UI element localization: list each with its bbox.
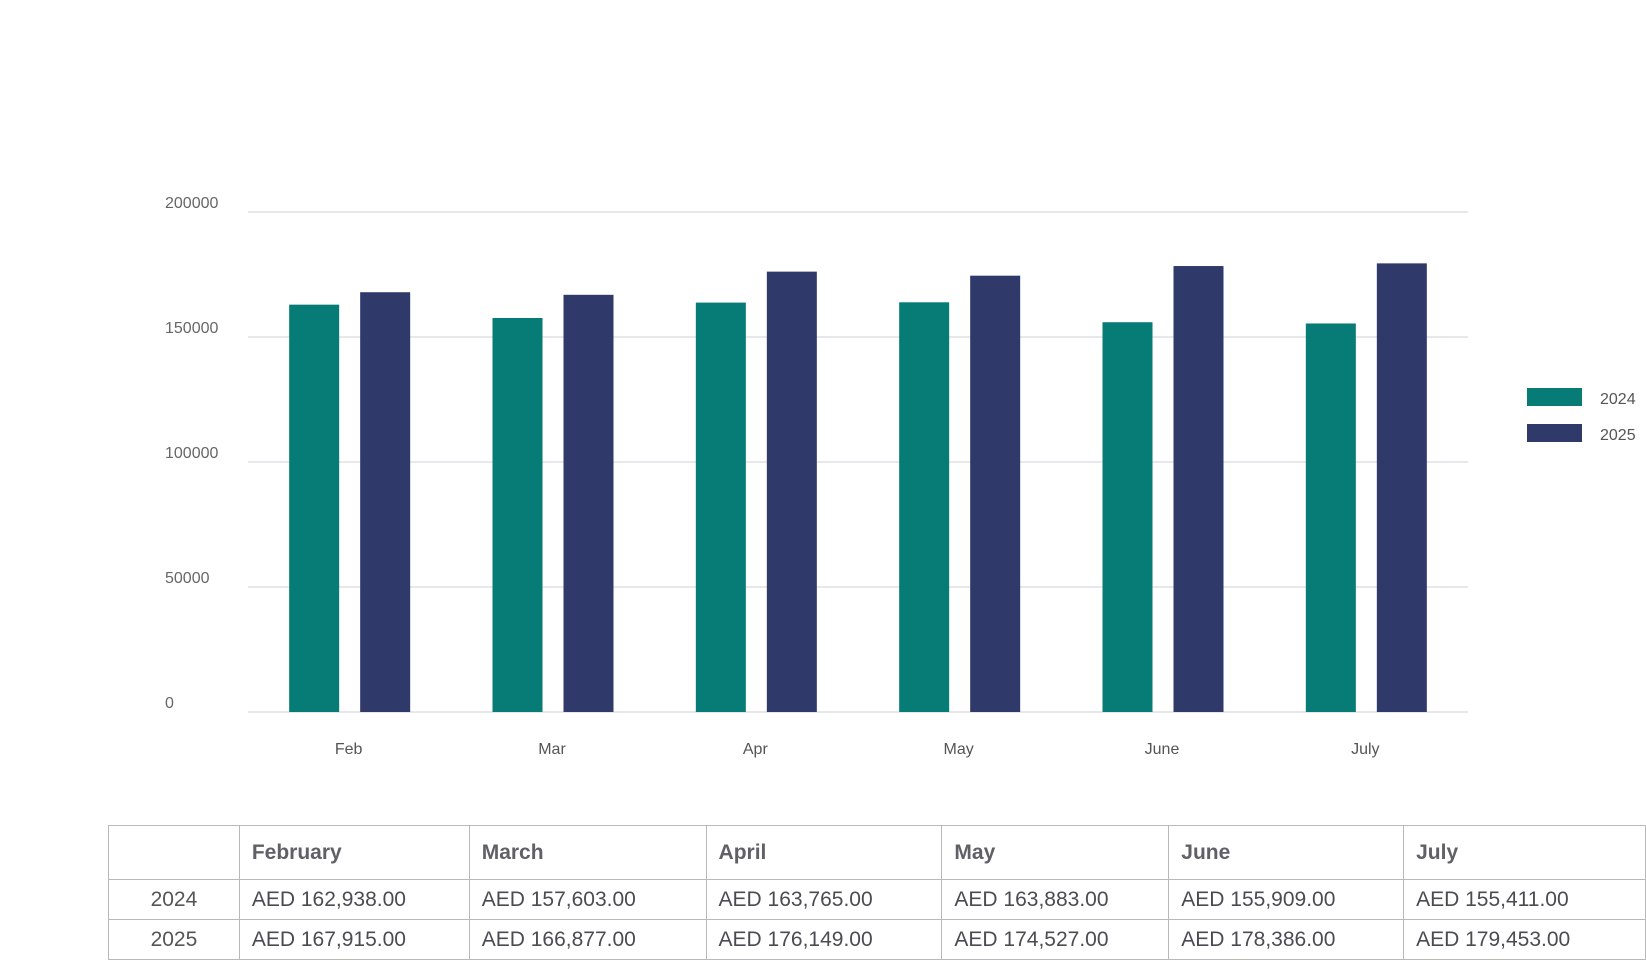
table-header-cell: [108, 825, 240, 880]
table-header-cell: May: [941, 825, 1170, 880]
bar-2025-July: [1376, 263, 1427, 712]
bar-2024-July: [1305, 323, 1356, 712]
table-header-cell: June: [1168, 825, 1405, 880]
bar-2024-Feb: [289, 304, 340, 712]
table-cell: AED 167,915.00: [238, 919, 470, 960]
bar-2025-May: [970, 275, 1021, 712]
table-header-cell: July: [1403, 825, 1646, 880]
data-table: February March April May June July 2024 …: [108, 825, 1646, 960]
bar-2025-Apr: [766, 271, 817, 712]
x-axis-categories: Feb Mar Apr May June July: [335, 741, 1380, 758]
table-cell: AED 178,386.00: [1168, 919, 1405, 960]
table-header-cell: March: [468, 825, 707, 880]
y-tick-label: 0: [165, 695, 174, 712]
legend-swatch-2024: [1527, 388, 1582, 406]
legend-label: 2025: [1600, 427, 1636, 444]
table-row-year: 2025: [108, 919, 240, 960]
table-cell: AED 166,877.00: [468, 919, 707, 960]
table-cell: AED 163,765.00: [705, 879, 943, 920]
table-row-year: 2024: [108, 879, 240, 920]
x-category-label: May: [944, 741, 974, 758]
bar-2024-May: [899, 302, 950, 712]
y-tick-label: 150000: [165, 320, 218, 337]
table-row: 2024 AED 162,938.00 AED 157,603.00 AED 1…: [108, 879, 1646, 920]
table-cell: AED 163,883.00: [941, 879, 1170, 920]
legend-label: 2024: [1600, 391, 1636, 408]
bars: [289, 263, 1427, 712]
legend: 2024 2025: [1527, 388, 1636, 444]
table-row: 2025 AED 167,915.00 AED 166,877.00 AED 1…: [108, 919, 1646, 960]
table-header-cell: February: [238, 825, 470, 880]
table-cell: AED 179,453.00: [1403, 919, 1646, 960]
table-header-row: February March April May June July: [108, 825, 1646, 880]
gridlines: [248, 211, 1468, 713]
y-tick-label: 50000: [165, 570, 210, 587]
legend-swatch-2025: [1527, 424, 1582, 442]
x-category-label: Feb: [335, 741, 363, 758]
bar-2025-Mar: [563, 294, 614, 712]
table-cell: AED 155,411.00: [1403, 879, 1646, 920]
bar-2025-Feb: [360, 292, 411, 712]
bar-2024-Mar: [492, 317, 543, 712]
bar-chart: 200000 150000 100000 50000 0 Feb Mar Apr May Jun…: [165, 195, 1636, 758]
table-cell: AED 155,909.00: [1168, 879, 1405, 920]
table-cell: AED 174,527.00: [941, 919, 1170, 960]
x-category-label: July: [1351, 741, 1379, 758]
table-cell: AED 157,603.00: [468, 879, 707, 920]
bar-2025-June: [1173, 266, 1224, 712]
x-category-label: June: [1145, 741, 1180, 758]
table-cell: AED 176,149.00: [705, 919, 943, 960]
y-tick-label: 200000: [165, 195, 218, 212]
x-category-label: Mar: [538, 741, 566, 758]
y-axis-ticks: 200000 150000 100000 50000 0: [165, 195, 218, 712]
y-tick-label: 100000: [165, 445, 218, 462]
table-cell: AED 162,938.00: [238, 879, 470, 920]
table-header-cell: April: [705, 825, 943, 880]
x-category-label: Apr: [743, 741, 769, 758]
bar-2024-Apr: [695, 302, 746, 712]
bar-2024-June: [1102, 322, 1153, 712]
